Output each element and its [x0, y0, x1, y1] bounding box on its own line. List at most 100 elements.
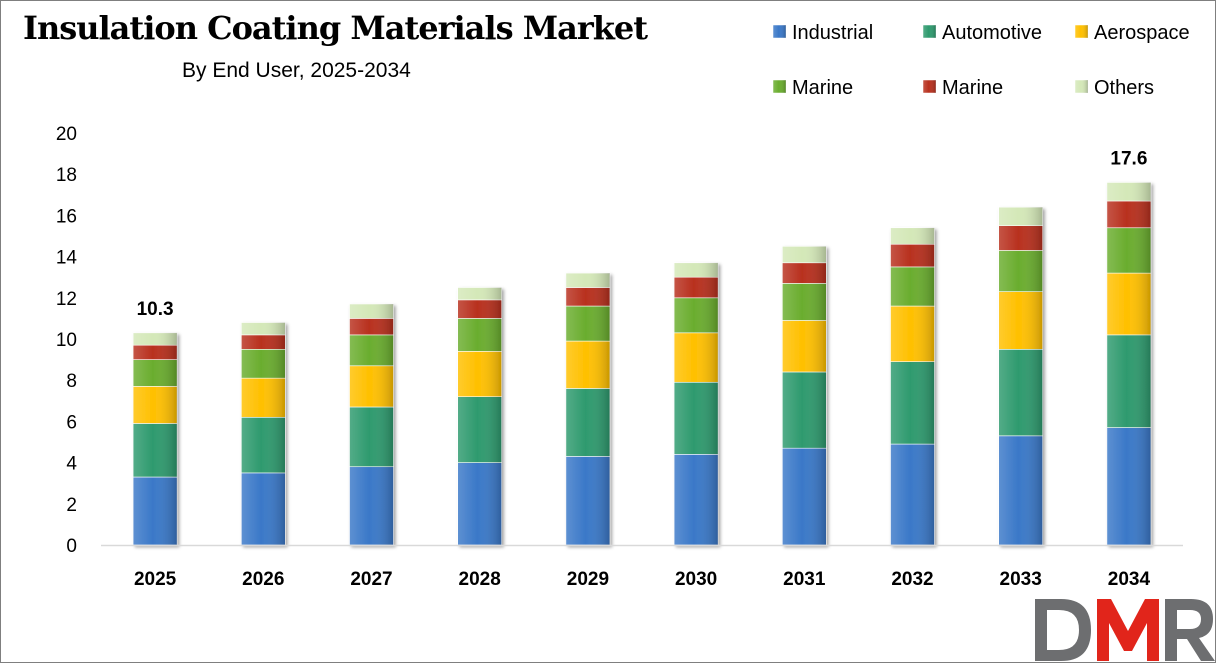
x-tick-label: 2025	[134, 569, 177, 590]
bar-segment-shading	[133, 345, 178, 360]
legend-item-marine: Marine	[922, 77, 1003, 99]
y-tick-label: 12	[56, 289, 77, 310]
legend-item-industrial: Industrial	[772, 22, 873, 44]
legend-swatch-shading	[1075, 80, 1088, 93]
bar-segment-shading	[133, 332, 178, 346]
bar-segment-shading	[349, 303, 394, 319]
bar-segment-shading	[241, 472, 286, 545]
legend-swatch-shading	[1075, 25, 1088, 38]
bar-segment-shading	[133, 477, 178, 545]
bar-segment-shading	[782, 262, 827, 284]
data-label-2025: 10.3	[137, 299, 174, 320]
legend-swatch-shading	[923, 25, 936, 38]
x-tick-label: 2034	[1108, 569, 1151, 590]
bar-segment-shading	[457, 287, 502, 300]
bar-segment-shading	[241, 322, 286, 335]
logo-letter-r	[1165, 599, 1215, 661]
bar-segment-shading	[674, 454, 719, 545]
bar-segment-shading	[457, 396, 502, 463]
bar-segment-shading	[1106, 273, 1151, 335]
bar-segment-shading	[998, 225, 1043, 251]
legend-swatch-shading	[773, 80, 786, 93]
bar-segment-shading	[1106, 334, 1151, 428]
bar-segment-shading	[349, 365, 394, 407]
bar-segment-shading	[1106, 427, 1151, 545]
bar-segment-shading	[674, 262, 719, 278]
bars: 10.3 17.6	[132, 148, 1152, 546]
bar-segment-shading	[890, 227, 935, 245]
bar-segment-shading	[1106, 227, 1151, 274]
y-tick-label: 10	[56, 330, 77, 351]
y-axis: 0 2 4 6 8 10 12 14 16 18 20	[56, 124, 78, 557]
y-tick-label: 20	[56, 124, 77, 145]
y-tick-label: 0	[66, 536, 77, 557]
legend-label: Industrial	[792, 22, 873, 44]
bar-stack-2029	[565, 272, 611, 546]
bar-segment-shading	[565, 456, 610, 545]
bar-stack-2033	[998, 206, 1044, 546]
bar-segment-shading	[782, 371, 827, 449]
bar-segment-shading	[890, 444, 935, 545]
legend-label: Aerospace	[1094, 22, 1190, 44]
legend-label: Automotive	[942, 22, 1042, 44]
bar-segment-shading	[998, 250, 1043, 292]
bar-segment-shading	[457, 462, 502, 545]
bar-segment-shading	[998, 291, 1043, 350]
x-tick-label: 2032	[891, 569, 933, 590]
bar-stack-2030	[673, 262, 719, 546]
bar-stack-2032	[890, 227, 935, 546]
bar-segment-shading	[998, 207, 1043, 226]
bar-segment-shading	[457, 299, 502, 319]
y-tick-label: 2	[66, 495, 77, 516]
bar-segment-shading	[241, 378, 286, 418]
legend-swatch-shading	[923, 80, 936, 93]
dmr-logo	[1035, 599, 1215, 661]
x-tick-label: 2029	[567, 569, 609, 590]
bar-segment-shading	[890, 361, 935, 445]
bar-segment-shading	[674, 277, 719, 298]
bar-segment-shading	[782, 320, 827, 372]
logo-letter-m	[1097, 599, 1159, 661]
legend-label: Marine	[792, 77, 853, 99]
chart-subtitle: By End User, 2025-2034	[182, 59, 411, 82]
bar-segment-shading	[349, 466, 394, 545]
x-tick-label: 2028	[459, 569, 501, 590]
bar-segment-shading	[565, 273, 610, 288]
bar-segment-shading	[133, 386, 178, 424]
legend-item-automotive: Automotive	[922, 22, 1042, 44]
legend-item-others: Others	[1074, 77, 1154, 99]
bar-segment-shading	[674, 297, 719, 333]
bar-segment-shading	[457, 351, 502, 397]
bar-segment-shading	[674, 382, 719, 455]
legend-item-marine: Marine	[772, 77, 853, 99]
bar-segment-shading	[674, 332, 719, 383]
bar-segment-shading	[565, 388, 610, 457]
legend-swatch-shading	[773, 25, 786, 38]
bar-segment-shading	[349, 318, 394, 335]
x-tick-label: 2027	[350, 569, 392, 590]
x-tick-label: 2026	[242, 569, 284, 590]
bar-stack-2028	[457, 287, 503, 546]
bar-segment-shading	[890, 306, 935, 362]
bar-segment-shading	[782, 246, 827, 263]
bar-stack-2026	[241, 322, 286, 546]
logo-letter-d	[1035, 599, 1091, 661]
y-tick-label: 8	[66, 371, 77, 392]
data-label-2034: 17.6	[1110, 148, 1147, 169]
bar-segment-shading	[998, 349, 1043, 436]
bar-segment-shading	[349, 406, 394, 467]
x-tick-label: 2031	[783, 569, 826, 590]
bar-stack-2031	[781, 246, 827, 546]
bar-segment-shading	[349, 334, 394, 366]
bar-segment-shading	[241, 334, 286, 350]
y-tick-label: 18	[56, 165, 77, 186]
bar-segment-shading	[565, 306, 610, 342]
legend: Industrial Automotive Aerospace Marine Marin…	[772, 22, 1190, 99]
x-axis: 2025 2026 2027 2028 2029 2030 2031 2032 2033 2034	[101, 544, 1183, 590]
legend-label: Others	[1094, 77, 1154, 99]
y-tick-label: 6	[66, 412, 77, 433]
bar-stack-2025	[132, 332, 178, 546]
bar-segment-shading	[565, 287, 610, 307]
bar-segment-shading	[133, 359, 178, 387]
